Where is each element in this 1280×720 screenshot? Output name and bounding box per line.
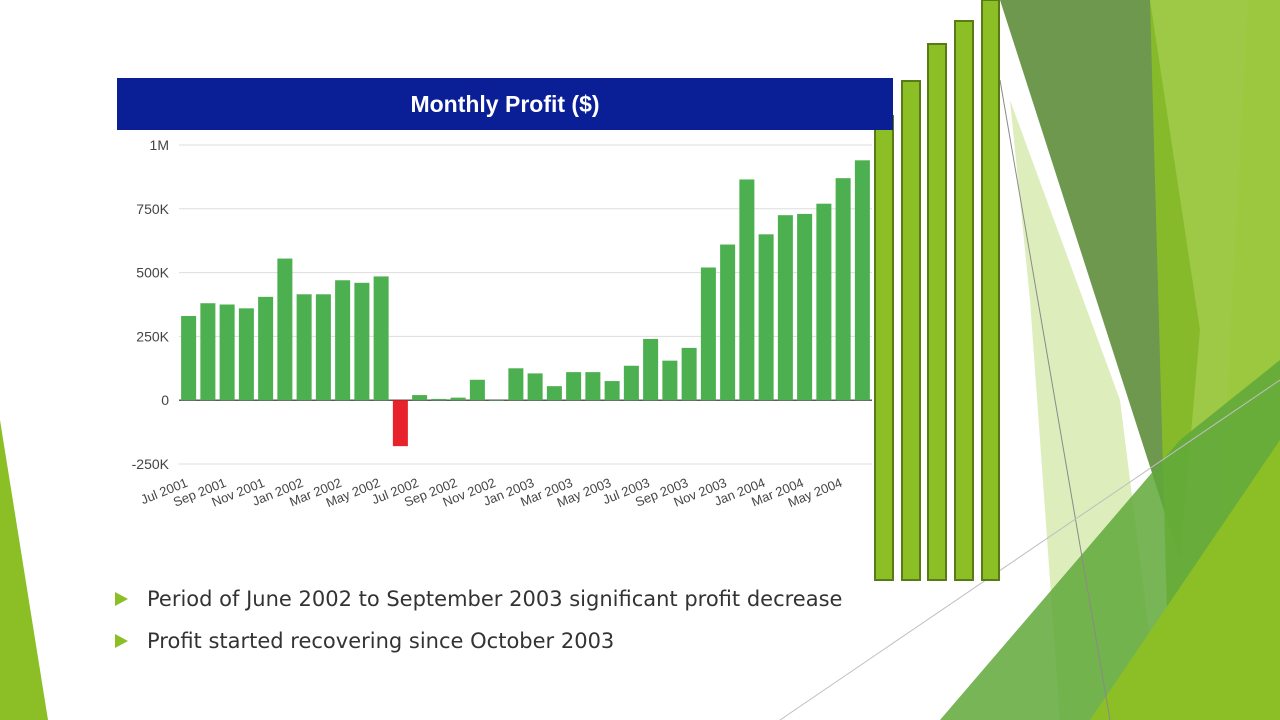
bar (835, 178, 851, 401)
bar (277, 258, 293, 401)
y-tick-label: -250K (132, 456, 170, 472)
bullet-item: Period of June 2002 to September 2003 si… (115, 578, 842, 620)
bar (662, 360, 678, 401)
chart-title: Monthly Profit ($) (117, 78, 893, 130)
bar (585, 372, 601, 401)
thin-line (999, 79, 1111, 720)
bar (643, 338, 659, 401)
bar (739, 179, 755, 401)
bar (604, 381, 620, 401)
bar (200, 303, 216, 401)
left-green-triangle (0, 420, 48, 720)
bar (797, 213, 813, 401)
bar (450, 397, 466, 401)
bar (758, 234, 774, 401)
bar (700, 267, 716, 401)
bar (258, 296, 274, 401)
y-tick-label: 250K (136, 328, 169, 344)
bar (566, 372, 582, 401)
bullet-list: Period of June 2002 to September 2003 si… (115, 578, 842, 662)
bar (181, 315, 197, 401)
y-tick-label: 500K (136, 265, 169, 281)
bar (296, 294, 312, 401)
bar (373, 276, 389, 401)
bar (354, 282, 370, 401)
thin-line (779, 379, 1280, 720)
outlined-green-columns (874, 0, 1000, 581)
bullet-text: Period of June 2002 to September 2003 si… (147, 587, 843, 611)
bar (469, 379, 485, 401)
bar (546, 386, 562, 401)
bar (489, 400, 505, 401)
bar (681, 347, 697, 401)
bar (315, 294, 331, 401)
bar (816, 203, 832, 401)
y-tick-label: 1M (150, 137, 169, 153)
bar (854, 160, 870, 401)
bar (720, 244, 736, 401)
y-tick-label: 0 (161, 392, 169, 408)
bar (508, 368, 524, 401)
bar (238, 308, 254, 401)
bar (219, 304, 235, 401)
bar (777, 215, 793, 401)
bullet-arrow-icon (115, 592, 128, 606)
y-tick-label: 750K (136, 201, 169, 217)
bullet-item: Profit started recovering since October … (115, 620, 842, 662)
right-shape-dark (1000, 0, 1200, 560)
bar (412, 395, 428, 401)
bullet-arrow-icon (115, 634, 128, 648)
bar (527, 373, 543, 401)
bar (392, 400, 408, 447)
bar (623, 365, 639, 401)
bottom-shape-light (1090, 440, 1280, 720)
bullet-text: Profit started recovering since October … (147, 629, 615, 653)
bar (335, 280, 351, 401)
bar (431, 398, 447, 401)
